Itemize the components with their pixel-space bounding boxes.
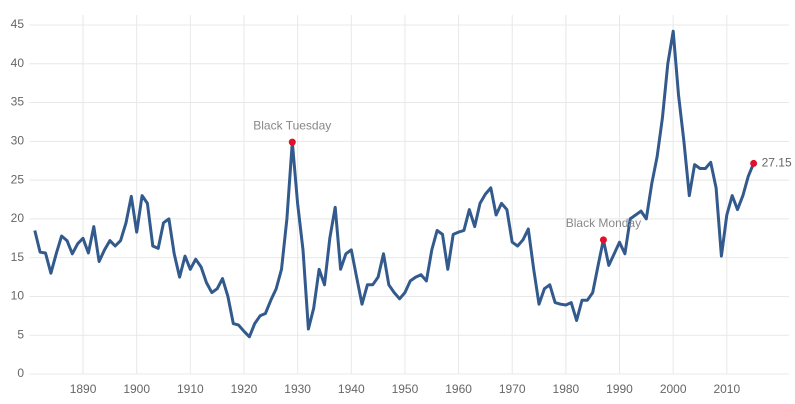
x-tick-label: 1940 (338, 382, 365, 396)
x-tick-label: 1950 (392, 382, 419, 396)
x-tick-label: 1930 (284, 382, 311, 396)
x-tick-label: 1970 (499, 382, 526, 396)
x-tick-label: 1990 (606, 382, 633, 396)
x-tick-label: 2000 (660, 382, 687, 396)
x-tick-label: 1900 (123, 382, 150, 396)
x-tick-label: 2010 (713, 382, 740, 396)
x-tick-label: 1960 (445, 382, 472, 396)
annotation-label: Black Monday (566, 216, 641, 230)
annotation-point (599, 236, 607, 244)
end-point (750, 159, 758, 167)
annotation-label: Black Tuesday (253, 118, 331, 132)
x-tick-label: 1980 (553, 382, 580, 396)
y-tick-label: 30 (11, 134, 25, 148)
y-tick-label: 20 (11, 211, 25, 225)
y-tick-label: 40 (11, 56, 25, 70)
y-tick-label: 35 (11, 95, 25, 109)
end-value-label: 27.15 (762, 156, 792, 170)
x-tick-label: 1910 (177, 382, 204, 396)
y-tick-label: 10 (11, 289, 25, 303)
x-tick-label: 1890 (70, 382, 97, 396)
x-tick-label: 1920 (231, 382, 258, 396)
y-tick-label: 25 (11, 172, 25, 186)
annotation-point (288, 138, 296, 146)
line-series (33, 29, 755, 339)
y-tick-label: 15 (11, 250, 25, 264)
y-tick-label: 45 (11, 17, 25, 31)
y-tick-label: 0 (17, 366, 24, 380)
y-tick-label: 5 (17, 327, 24, 341)
